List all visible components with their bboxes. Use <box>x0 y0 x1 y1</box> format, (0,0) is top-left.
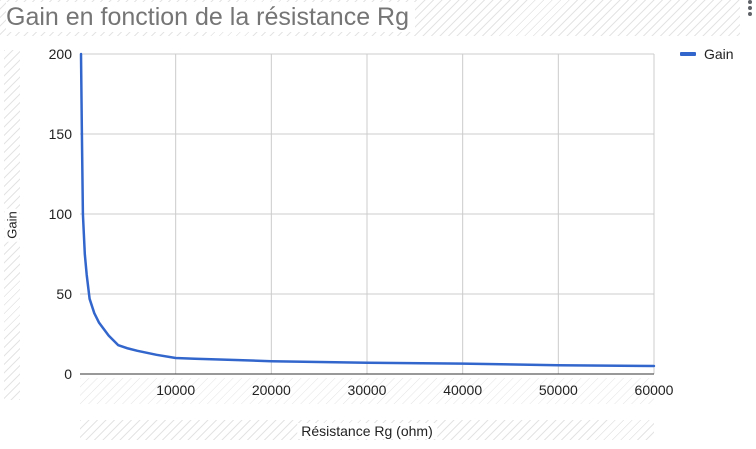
y-tick-label: 50 <box>56 286 72 302</box>
x-axis-label: Résistance Rg (ohm) <box>297 423 437 439</box>
more-vert-icon[interactable] <box>746 0 754 18</box>
y-tick-label: 150 <box>49 126 73 142</box>
y-tick-label: 0 <box>64 366 72 382</box>
legend-swatch-gain <box>680 52 696 56</box>
legend-label-gain: Gain <box>704 46 734 62</box>
x-tick-label: 50000 <box>539 382 578 398</box>
x-tick-label: 10000 <box>156 382 195 398</box>
x-tick-label: 60000 <box>635 382 674 398</box>
chart-title: Gain en fonction de la résistance Rg <box>6 2 416 32</box>
x-tick-label: 20000 <box>252 382 291 398</box>
y-tick-label: 200 <box>49 46 73 62</box>
series-line-gain <box>79 52 656 368</box>
legend: Gain <box>680 45 734 63</box>
x-tick-label: 30000 <box>348 382 387 398</box>
y-tick-label: 100 <box>49 206 73 222</box>
x-tick-label-area <box>80 378 654 404</box>
title-bar: Gain en fonction de la résistance Rg <box>0 0 740 36</box>
x-tick-label: 40000 <box>443 382 482 398</box>
